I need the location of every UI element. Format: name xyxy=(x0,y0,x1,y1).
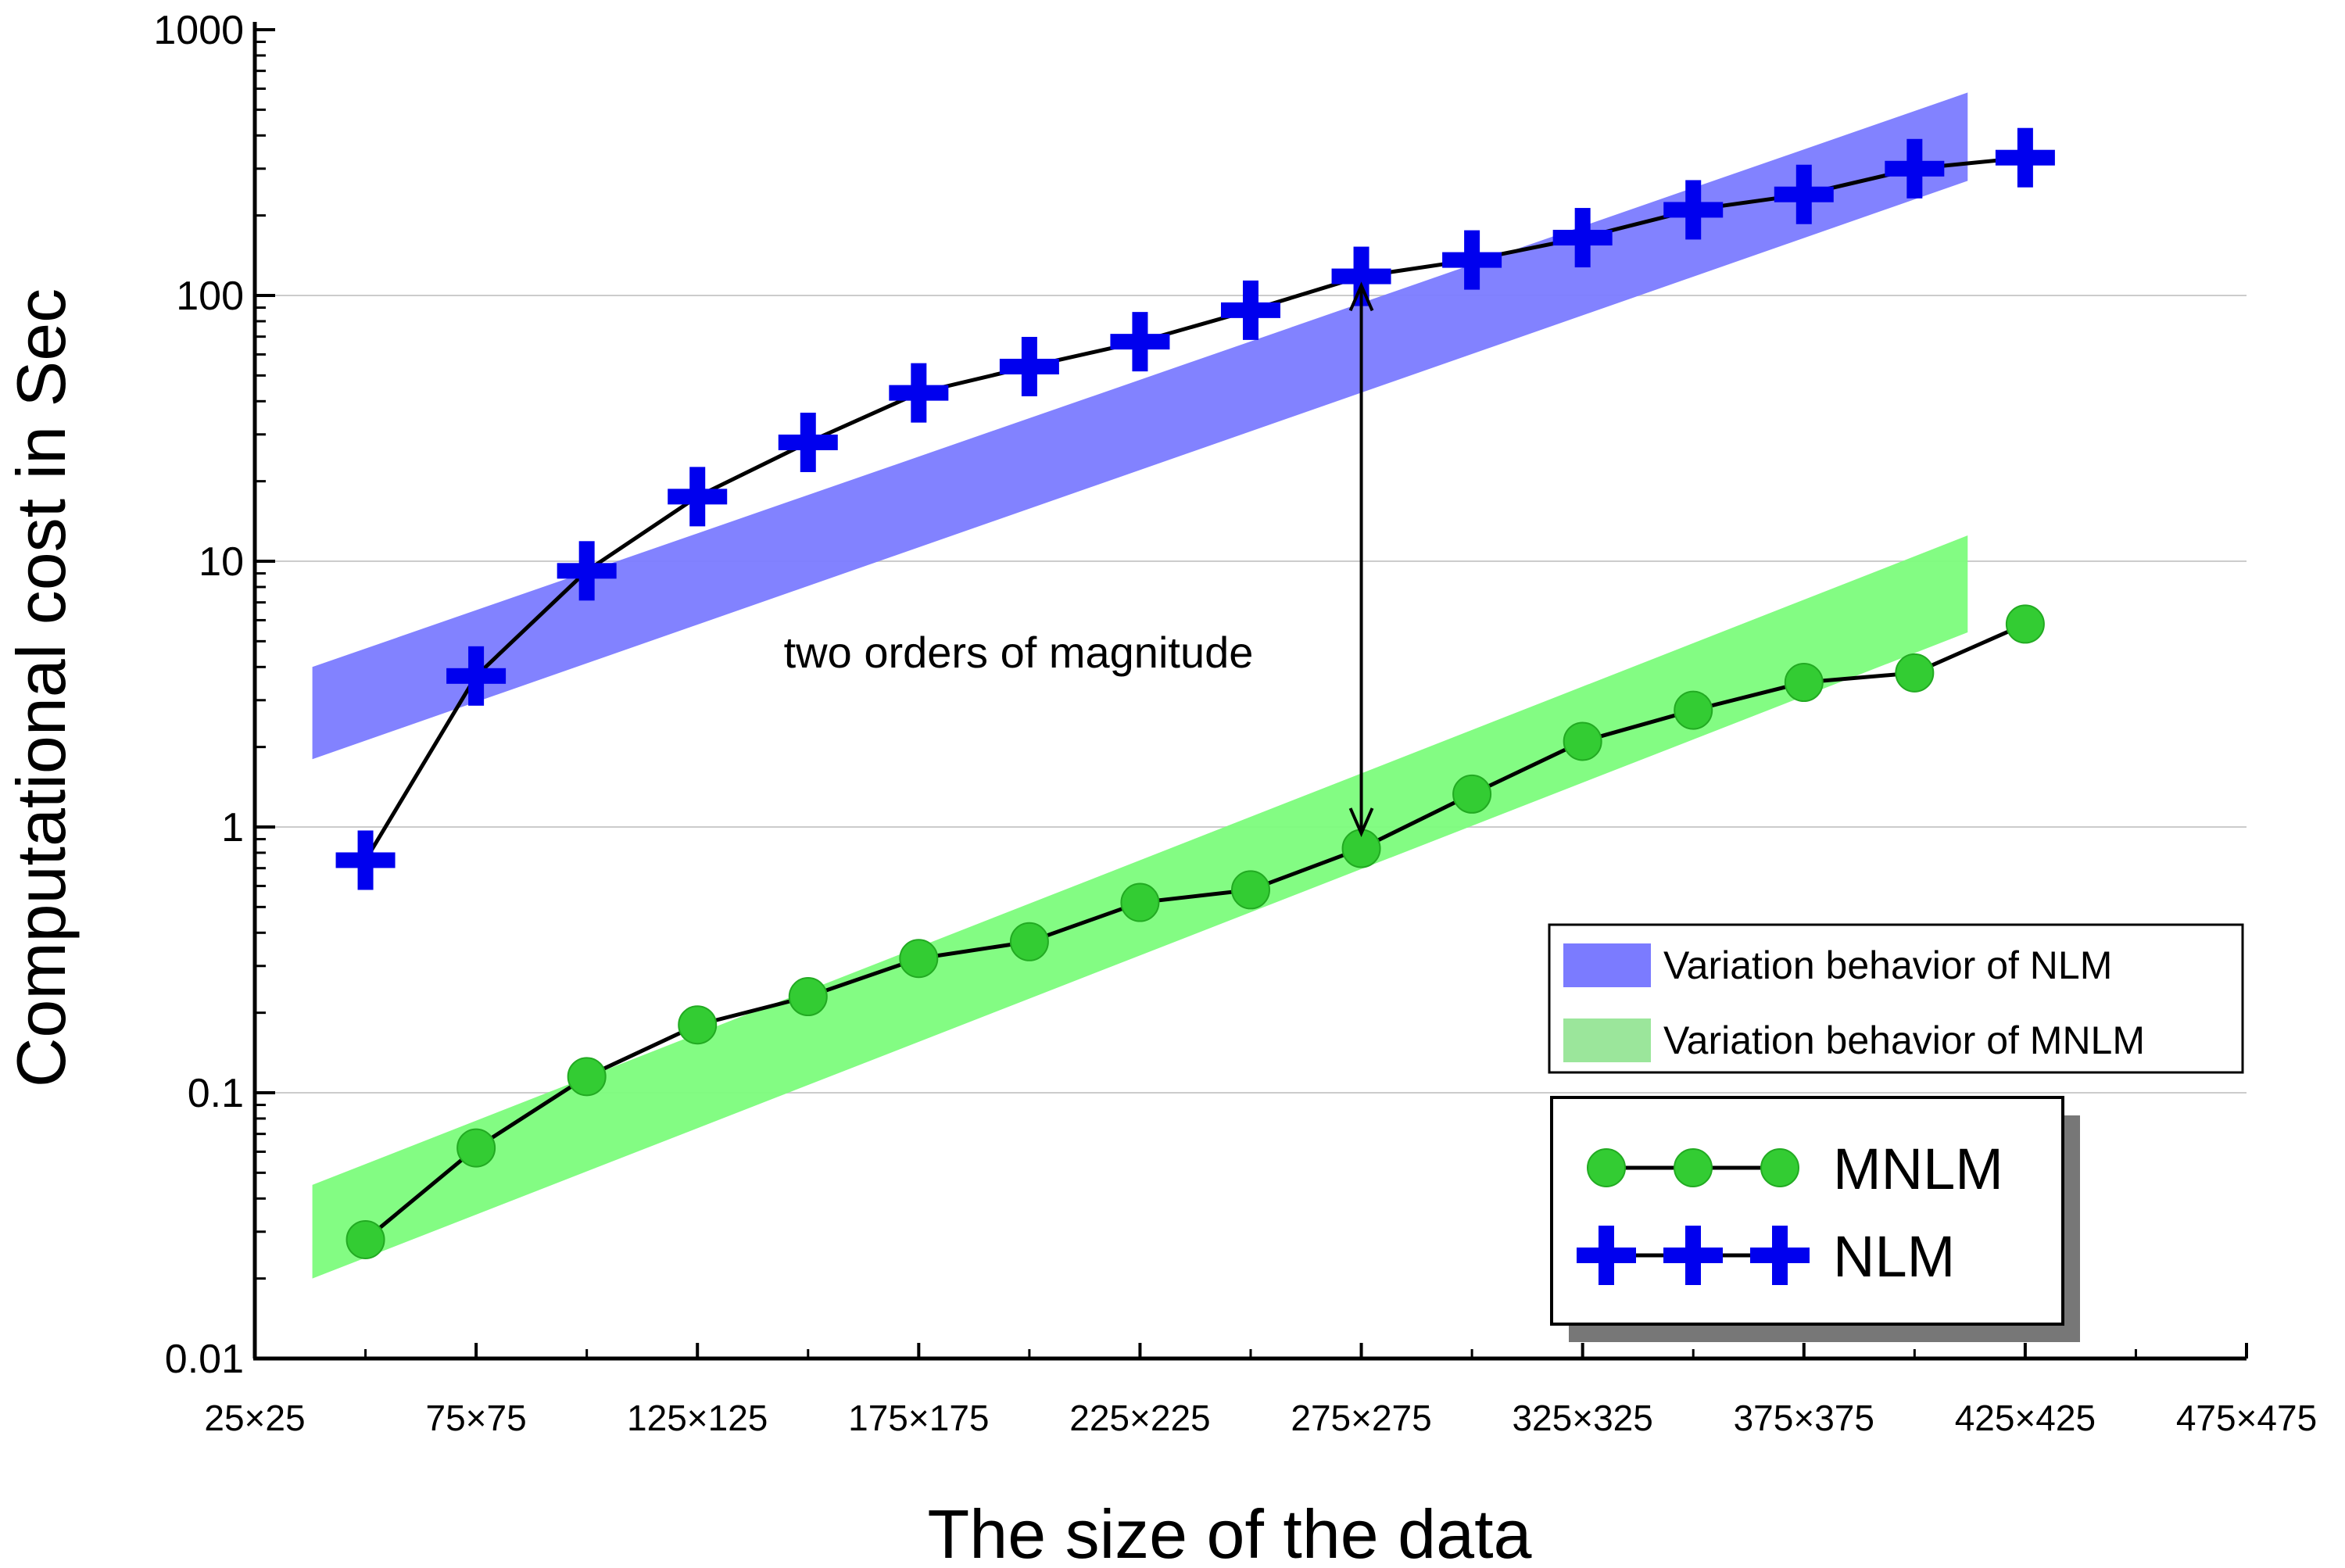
nlm-point xyxy=(335,830,396,890)
nlm-point xyxy=(1663,180,1724,240)
arrow-head-down xyxy=(1348,807,1374,837)
axes: 0.01 0.1 1 10 100 1000 25×25 75×75 125×125 175×17… xyxy=(153,8,2317,1438)
x-tick-label: 375×375 xyxy=(1734,1398,1874,1438)
mnlm-line xyxy=(363,622,2026,1241)
x-tick-label: 175×175 xyxy=(848,1398,989,1438)
nlm-point xyxy=(1110,312,1170,372)
mnlm-point xyxy=(1452,774,1492,814)
mnlm-point xyxy=(1231,870,1270,910)
legend-plus-marker xyxy=(1750,1226,1810,1285)
x-tick-label: 75×75 xyxy=(426,1398,527,1438)
y-tick-label: 1 xyxy=(221,805,244,850)
nlm-point xyxy=(1774,164,1834,224)
mnlm-point xyxy=(899,939,939,979)
nlm-point xyxy=(1552,208,1613,268)
mnlm-point xyxy=(678,1005,718,1045)
series-legend-box xyxy=(1550,1096,2064,1326)
legend-circle-marker xyxy=(1674,1148,1713,1187)
plus-bar-v xyxy=(1795,164,1812,224)
mnlm-point xyxy=(1120,882,1160,922)
y-tick-label: 0.1 xyxy=(188,1071,244,1116)
mnlm-point xyxy=(1895,653,1935,693)
plus-bar-v xyxy=(1464,230,1480,290)
mnlm-point xyxy=(1674,690,1713,730)
x-tick-label: 325×325 xyxy=(1512,1398,1652,1438)
annotation: two orders of magnitude xyxy=(784,281,1374,837)
legends: Variation behavior of NLM Variation behav… xyxy=(1548,923,2244,1342)
x-tick-label: 225×225 xyxy=(1069,1398,1210,1438)
band-legend-box xyxy=(1548,923,2244,1074)
nlm-point xyxy=(999,336,1059,396)
band-legend: Variation behavior of NLM Variation behav… xyxy=(1548,923,2244,1074)
nlm-line xyxy=(363,156,2026,861)
plus-bar-v xyxy=(911,363,927,423)
series-legend-label: NLM xyxy=(1833,1224,1955,1289)
plus-bar-v xyxy=(1599,1226,1614,1285)
plus-bar-v xyxy=(689,467,706,527)
plus-bar-v xyxy=(800,412,816,472)
mnlm-point xyxy=(1009,922,1049,961)
y-tick-label: 0.01 xyxy=(165,1337,244,1382)
plus-bar-v xyxy=(1574,208,1591,268)
y-tick-label: 10 xyxy=(199,539,244,585)
plus-bar-v xyxy=(1906,138,1923,199)
plus-bar-v xyxy=(1243,280,1258,340)
x-tick-label: 25×25 xyxy=(204,1398,305,1438)
mnlm-point xyxy=(1563,721,1602,761)
nlm-point xyxy=(1885,138,1945,199)
plus-bar-v xyxy=(468,646,485,706)
plus-bar-v xyxy=(1772,1226,1788,1285)
mnlm-point xyxy=(345,1219,385,1259)
band-legend-swatch xyxy=(1563,943,1651,987)
plus-bar-v xyxy=(1132,312,1148,372)
plus-bar-v xyxy=(2017,127,2033,188)
plus-bar-v xyxy=(357,830,374,890)
plus-bar-v xyxy=(1685,1226,1701,1285)
nlm-point xyxy=(557,541,617,601)
legend-plus-marker xyxy=(1577,1226,1636,1285)
x-tick-label: 125×125 xyxy=(627,1398,768,1438)
nlm-point xyxy=(446,646,507,706)
plus-bar-v xyxy=(578,541,595,601)
annotation-text: two orders of magnitude xyxy=(784,628,1254,677)
nlm-point xyxy=(1995,127,2055,188)
y-axis-title: Computational cost in Sec xyxy=(2,288,80,1087)
x-tick-label: 275×275 xyxy=(1291,1398,1431,1438)
legend-circle-marker xyxy=(1587,1148,1626,1187)
mnlm-point xyxy=(567,1057,607,1097)
series-legend-label: MNLM xyxy=(1833,1137,2003,1201)
mnlm-point xyxy=(2005,604,2045,644)
nlm-variation-band xyxy=(312,92,1968,760)
series xyxy=(335,127,2055,1259)
legend-circle-marker xyxy=(1760,1148,1799,1187)
mnlm-point xyxy=(1784,663,1824,703)
legend-plus-marker xyxy=(1663,1226,1723,1285)
mnlm-point xyxy=(456,1128,496,1168)
band-legend-swatch xyxy=(1563,1018,1651,1062)
nlm-point xyxy=(1442,230,1502,290)
x-axis-title: The size of the data xyxy=(928,1495,1532,1568)
nlm-point xyxy=(668,467,728,527)
x-tick-label: 425×425 xyxy=(1955,1398,2096,1438)
series-legend: MNLM NLM xyxy=(1550,1096,2080,1342)
band-legend-label: Variation behavior of NLM xyxy=(1663,943,2112,987)
y-tick-label: 1000 xyxy=(153,8,244,53)
nlm-point xyxy=(778,412,838,472)
arrow-head-up xyxy=(1348,281,1374,312)
y-tick-label: 100 xyxy=(176,274,244,319)
plus-bar-v xyxy=(1685,180,1702,240)
nlm-point xyxy=(1221,280,1280,340)
band-legend-label: Variation behavior of MNLM xyxy=(1663,1018,2145,1062)
plus-bar-v xyxy=(1021,336,1037,396)
nlm-point xyxy=(889,363,949,423)
mnlm-point xyxy=(788,977,828,1017)
x-tick-label: 475×475 xyxy=(2176,1398,2317,1438)
